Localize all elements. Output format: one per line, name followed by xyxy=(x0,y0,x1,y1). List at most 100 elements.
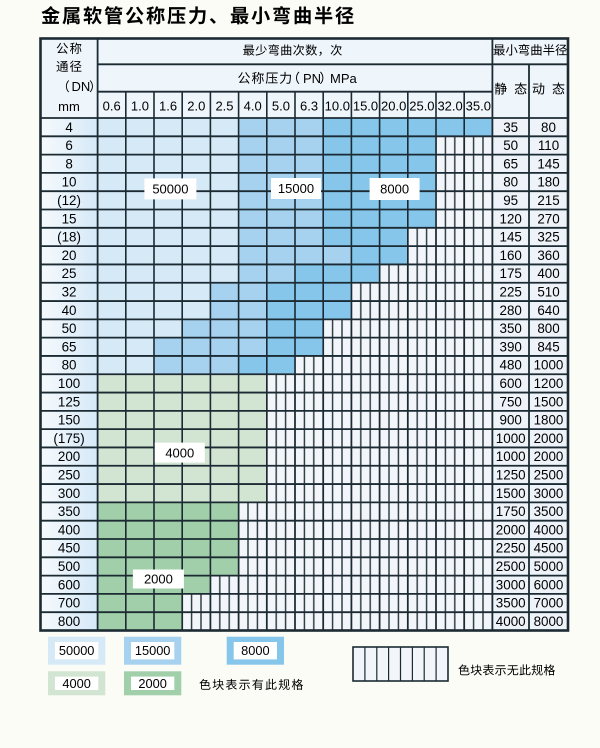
svg-text:5.0: 5.0 xyxy=(272,99,290,114)
svg-text:480: 480 xyxy=(500,358,522,373)
svg-text:160: 160 xyxy=(500,248,522,263)
svg-text:40: 40 xyxy=(62,303,77,318)
svg-text:1.0: 1.0 xyxy=(131,99,149,114)
svg-text:35.0: 35.0 xyxy=(466,99,491,114)
svg-text:50: 50 xyxy=(62,321,77,336)
svg-text:350: 350 xyxy=(58,504,80,519)
svg-text:175: 175 xyxy=(500,266,522,281)
svg-text:2000: 2000 xyxy=(138,676,166,691)
svg-text:600: 600 xyxy=(500,376,522,391)
svg-text:15000: 15000 xyxy=(278,181,314,196)
svg-text:1200: 1200 xyxy=(534,376,564,391)
svg-text:800: 800 xyxy=(58,614,80,629)
svg-text:3500: 3500 xyxy=(534,504,564,519)
svg-text:(18): (18) xyxy=(57,230,81,245)
svg-text:5000: 5000 xyxy=(534,559,564,574)
svg-text:250: 250 xyxy=(58,468,80,483)
svg-text:3500: 3500 xyxy=(496,596,526,611)
svg-text:145: 145 xyxy=(500,230,522,245)
svg-text:20: 20 xyxy=(62,248,77,263)
svg-text:640: 640 xyxy=(537,303,559,318)
svg-text:2.5: 2.5 xyxy=(215,99,233,114)
svg-text:8: 8 xyxy=(65,156,72,171)
svg-text:3000: 3000 xyxy=(534,486,564,501)
svg-text:215: 215 xyxy=(537,193,559,208)
svg-text:1250: 1250 xyxy=(496,468,526,483)
svg-text:15.0: 15.0 xyxy=(353,99,378,114)
svg-text:15: 15 xyxy=(62,211,77,226)
svg-text:0.6: 0.6 xyxy=(103,99,121,114)
svg-text:32: 32 xyxy=(62,284,77,299)
svg-text:4000: 4000 xyxy=(534,522,564,537)
svg-text:325: 325 xyxy=(537,230,559,245)
svg-text:845: 845 xyxy=(537,339,559,354)
svg-text:700: 700 xyxy=(58,596,80,611)
svg-text:1000: 1000 xyxy=(496,431,526,446)
svg-text:500: 500 xyxy=(58,559,80,574)
svg-text:125: 125 xyxy=(58,394,80,409)
svg-text:400: 400 xyxy=(537,266,559,281)
svg-text:1000: 1000 xyxy=(534,358,564,373)
svg-text:390: 390 xyxy=(500,339,522,354)
svg-text:360: 360 xyxy=(537,248,559,263)
svg-text:1500: 1500 xyxy=(496,486,526,501)
svg-text:750: 750 xyxy=(500,394,522,409)
svg-text:510: 510 xyxy=(537,284,559,299)
svg-text:300: 300 xyxy=(58,486,80,501)
svg-text:450: 450 xyxy=(58,541,80,556)
svg-text:8000: 8000 xyxy=(380,182,409,197)
svg-text:800: 800 xyxy=(537,321,559,336)
svg-text:50000: 50000 xyxy=(59,643,95,658)
svg-text:8000: 8000 xyxy=(534,614,564,629)
svg-text:15000: 15000 xyxy=(135,643,171,658)
svg-text:2500: 2500 xyxy=(496,559,526,574)
svg-text:4.0: 4.0 xyxy=(244,99,262,114)
svg-text:6000: 6000 xyxy=(534,577,564,592)
svg-text:2000: 2000 xyxy=(144,572,173,587)
svg-text:4000: 4000 xyxy=(165,445,194,460)
svg-text:225: 225 xyxy=(500,284,522,299)
svg-text:80: 80 xyxy=(503,175,518,190)
svg-text:100: 100 xyxy=(58,376,80,391)
svg-text:65: 65 xyxy=(62,339,77,354)
svg-text:8000: 8000 xyxy=(241,643,269,658)
svg-text:4500: 4500 xyxy=(534,541,564,556)
svg-text:2000: 2000 xyxy=(534,431,564,446)
svg-text:mm: mm xyxy=(58,99,80,114)
svg-text:120: 120 xyxy=(500,211,522,226)
svg-text:110: 110 xyxy=(538,138,559,153)
svg-text:80: 80 xyxy=(62,358,77,373)
svg-text:270: 270 xyxy=(537,211,559,226)
svg-text:PN: PN xyxy=(303,71,321,86)
svg-text:10.0: 10.0 xyxy=(325,99,350,114)
svg-text:1800: 1800 xyxy=(534,413,564,428)
svg-text:80: 80 xyxy=(541,120,556,135)
svg-text:10: 10 xyxy=(62,175,77,190)
svg-text:1000: 1000 xyxy=(496,449,526,464)
svg-text:1750: 1750 xyxy=(496,504,526,519)
svg-text:65: 65 xyxy=(503,156,518,171)
svg-text:200: 200 xyxy=(58,449,80,464)
svg-text:1500: 1500 xyxy=(534,394,564,409)
svg-text:6: 6 xyxy=(65,138,72,153)
svg-text:400: 400 xyxy=(58,522,80,537)
svg-text:4000: 4000 xyxy=(496,614,526,629)
svg-text:2000: 2000 xyxy=(534,449,564,464)
svg-text:2250: 2250 xyxy=(496,541,526,556)
svg-text:180: 180 xyxy=(537,175,559,190)
svg-text:50000: 50000 xyxy=(152,182,188,197)
svg-text:4: 4 xyxy=(65,120,73,135)
svg-text:95: 95 xyxy=(503,193,518,208)
svg-text:3000: 3000 xyxy=(496,577,526,592)
svg-text:350: 350 xyxy=(500,321,522,336)
svg-text:50: 50 xyxy=(503,138,518,153)
svg-text:145: 145 xyxy=(537,156,559,171)
svg-text:DN: DN xyxy=(72,79,91,94)
svg-text:32.0: 32.0 xyxy=(437,99,462,114)
svg-text:600: 600 xyxy=(58,577,80,592)
svg-text:280: 280 xyxy=(500,303,522,318)
svg-text:1.6: 1.6 xyxy=(159,99,177,114)
svg-text:35: 35 xyxy=(503,120,518,135)
svg-text:2500: 2500 xyxy=(534,468,564,483)
svg-text:4000: 4000 xyxy=(62,676,90,691)
